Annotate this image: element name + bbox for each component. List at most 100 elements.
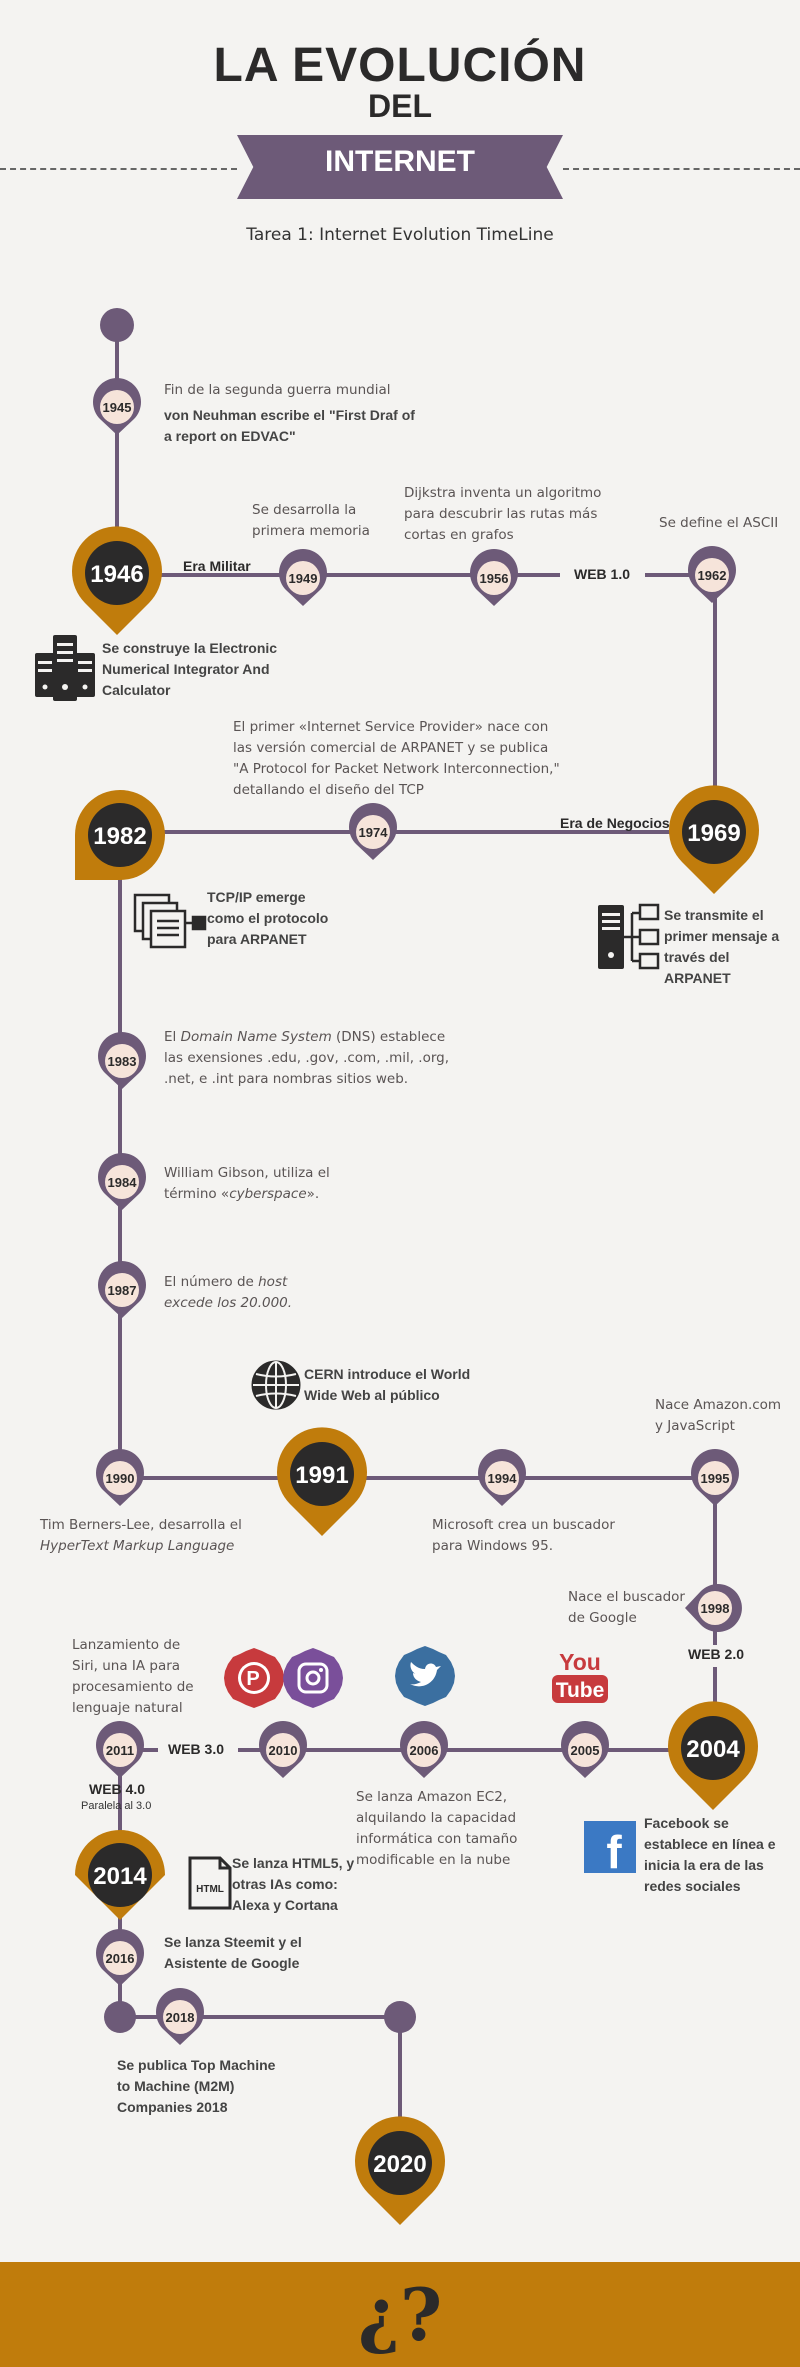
- year-1949: 1949: [289, 571, 318, 586]
- title-line-2: DEL: [368, 88, 432, 124]
- svg-text:f: f: [606, 1826, 622, 1878]
- small-year-nodes: [93, 378, 742, 2045]
- year-1990: 1990: [106, 1471, 135, 1486]
- year-1984: 1984: [108, 1175, 138, 1190]
- event-1990: Tim Berners-Lee, desarrolla el HyperText…: [40, 1515, 260, 1557]
- event-1987: El número de host excede los 20.000.: [164, 1272, 294, 1314]
- event-2016: Se lanza Steemit y el Asistente de Googl…: [164, 1934, 302, 1971]
- event-1984-pre: William Gibson, utiliza el término «: [164, 1165, 330, 1202]
- node-2004: [668, 1701, 758, 1810]
- year-2004: 2004: [686, 1736, 740, 1763]
- dashed-divider-right: [563, 168, 800, 170]
- event-1998: Nace el buscador de Google: [568, 1589, 685, 1626]
- node-1984: [98, 1153, 146, 1210]
- svg-text:HTML: HTML: [196, 1884, 224, 1895]
- year-1982: 1982: [93, 823, 146, 850]
- node-1962: [688, 546, 736, 603]
- event-1995: Nace Amazon.com y JavaScript: [655, 1397, 782, 1434]
- big-year-nodes: [72, 526, 759, 2225]
- node-1949: [279, 549, 327, 606]
- event-1983-em: Domain Name System: [180, 1029, 332, 1045]
- globe-icon: [251, 1360, 301, 1410]
- footer-question-symbol: ¿?: [357, 2272, 443, 2357]
- svg-text:Tube: Tube: [556, 1679, 605, 1702]
- year-1969: 1969: [687, 820, 740, 847]
- year-2010: 2010: [269, 1743, 298, 1758]
- node-2014: [75, 1830, 165, 1920]
- event-2006: Se lanza Amazon EC2, alquilando la capac…: [356, 1789, 518, 1868]
- event-1984-post: ».: [306, 1186, 320, 1202]
- node-2006: [400, 1721, 448, 1778]
- year-1991: 1991: [295, 1462, 348, 1489]
- year-1974: 1974: [359, 825, 389, 840]
- twitter-icon: [395, 1646, 455, 1706]
- node-1946: [72, 526, 162, 635]
- svg-text:You: You: [559, 1649, 601, 1675]
- event-1946: Se construye la Electronic Numerical Int…: [102, 640, 278, 698]
- timeline-graphic: 1945 1949 1956 1962 1974 1983 1984 1987 …: [35, 308, 759, 2225]
- timeline-dot-2017-right: [384, 2001, 416, 2033]
- year-2011: 2011: [106, 1743, 134, 1758]
- node-2016: [96, 1929, 144, 1986]
- web1-label: WEB 1.0: [574, 566, 631, 582]
- timeline-start-dot: [100, 308, 134, 342]
- event-1983: El Domain Name System (DNS) establece la…: [164, 1027, 454, 1090]
- node-1983: [98, 1032, 146, 1089]
- subtitle: Tarea 1: Internet Evolution TimeLine: [246, 225, 554, 245]
- youtube-icon: You Tube: [552, 1649, 608, 1703]
- year-1945: 1945: [103, 400, 132, 415]
- node-1995: [691, 1449, 739, 1506]
- year-1946: 1946: [90, 561, 143, 588]
- title-banner: [237, 135, 563, 199]
- year-1983: 1983: [108, 1054, 137, 1069]
- year-1998: 1998: [701, 1601, 730, 1616]
- web4-note: Paralela al 3.0: [81, 1800, 152, 1812]
- big-year-labels: 1946 1969 1982 1991 2004 2014 2020: [90, 561, 740, 2178]
- node-1991: [277, 1427, 367, 1536]
- svg-text:P: P: [246, 1668, 259, 1690]
- instagram-icon: [283, 1648, 343, 1708]
- event-1984: William Gibson, utiliza el término «cybe…: [164, 1163, 354, 1205]
- event-1962: Se define el ASCII: [659, 515, 779, 531]
- event-2011: Lanzamiento de Siri, una IA para procesa…: [72, 1637, 194, 1716]
- html-file-icon: HTML: [188, 1856, 232, 1910]
- node-1945: [93, 378, 141, 435]
- event-1987-em: host excede los 20.000.: [164, 1274, 293, 1311]
- era-negocios-label: Era de Negocios: [560, 815, 670, 831]
- event-2018: Se publica Top Machine to Machine (M2M) …: [117, 2057, 276, 2115]
- year-1994: 1994: [488, 1471, 518, 1486]
- event-1982: TCP/IP emerge como el protocolo para ARP…: [207, 889, 329, 947]
- server-icon: [35, 635, 95, 701]
- event-2014: Se lanza HTML5, y otras IAs como: Alexa …: [232, 1855, 355, 1913]
- node-1987: [98, 1261, 146, 1318]
- node-1956: [470, 549, 518, 606]
- era-militar-label: Era Militar: [183, 558, 251, 574]
- timeline-dot-2017-left: [104, 2001, 136, 2033]
- node-1982: [75, 790, 165, 880]
- pinterest-icon: P: [224, 1648, 284, 1708]
- event-1945-b: von Neuhman escribe el "First Draf of a …: [164, 407, 415, 444]
- year-2005: 2005: [571, 1743, 600, 1758]
- node-2018: [156, 1988, 204, 2045]
- event-1945-a: Fin de la segunda guerra mundial: [164, 382, 391, 398]
- event-1983-post: (DNS) establece las exensiones .edu, .go…: [164, 1029, 450, 1087]
- title-banner-text: INTERNET: [325, 145, 475, 178]
- dashed-divider-left: [0, 168, 237, 170]
- year-2014: 2014: [93, 1863, 147, 1890]
- node-1998: [685, 1584, 742, 1632]
- year-1995: 1995: [701, 1471, 730, 1486]
- web3-label-bg: [158, 1740, 238, 1762]
- web3-label: WEB 3.0: [168, 1741, 225, 1757]
- year-2020: 2020: [373, 2151, 426, 2178]
- node-2010: [259, 1721, 307, 1778]
- event-1991: CERN introduce el World Wide Web al públ…: [304, 1366, 471, 1403]
- small-year-labels: 1945 1949 1956 1962 1974 1983 1984 1987 …: [103, 400, 730, 2025]
- event-1994: Microsoft crea un buscador para Windows …: [432, 1517, 615, 1554]
- documents-icon: [133, 893, 207, 949]
- year-2016: 2016: [106, 1951, 135, 1966]
- footer-bar: [0, 2262, 800, 2367]
- event-1987-pre: El número de: [164, 1274, 259, 1290]
- facebook-icon: f: [584, 1821, 636, 1878]
- node-1990: [96, 1449, 144, 1506]
- web2-label-bg: [678, 1645, 754, 1667]
